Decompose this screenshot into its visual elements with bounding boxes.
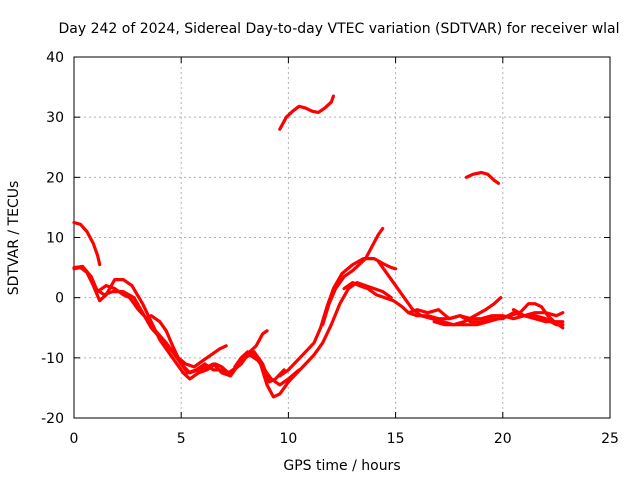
series-track-f bbox=[233, 281, 393, 399]
y-tick-label: -20 bbox=[41, 411, 64, 427]
series-track-j bbox=[376, 260, 503, 327]
y-tick-label: 10 bbox=[46, 231, 64, 247]
x-tick-label: 25 bbox=[601, 431, 619, 447]
series-track-k bbox=[406, 308, 565, 324]
y-tick-label: 0 bbox=[55, 291, 64, 307]
y-tick-label: 40 bbox=[46, 50, 64, 66]
y-tick-label: 30 bbox=[46, 110, 64, 126]
y-axis-label: SDTVAR / TECUs bbox=[6, 181, 22, 296]
x-tick-labels: 0 5 10 15 20 25 bbox=[70, 431, 619, 447]
chart-title: Day 242 of 2024, Sidereal Day-to-day VTE… bbox=[58, 21, 619, 37]
series-track-n bbox=[278, 94, 335, 131]
x-axis-label: GPS time / hours bbox=[283, 458, 400, 474]
series-track-o bbox=[464, 170, 501, 185]
series-track-h bbox=[321, 226, 385, 327]
axis-ticks bbox=[73, 56, 611, 419]
series-group bbox=[72, 94, 565, 399]
series-track-a bbox=[72, 220, 102, 267]
x-tick-label: 5 bbox=[177, 431, 186, 447]
series-track-l bbox=[432, 302, 565, 330]
y-tick-label: -10 bbox=[41, 351, 64, 367]
y-tick-label: 20 bbox=[46, 170, 64, 186]
x-tick-label: 10 bbox=[279, 431, 297, 447]
x-tick-label: 15 bbox=[387, 431, 405, 447]
y-tick-labels: -20 -10 0 10 20 30 40 bbox=[41, 50, 64, 427]
series-track-m bbox=[511, 308, 565, 327]
x-tick-label: 0 bbox=[70, 431, 79, 447]
x-tick-label: 20 bbox=[494, 431, 512, 447]
series-track-g bbox=[278, 257, 398, 378]
series-track-e bbox=[149, 314, 301, 387]
grid-lines bbox=[74, 57, 610, 418]
